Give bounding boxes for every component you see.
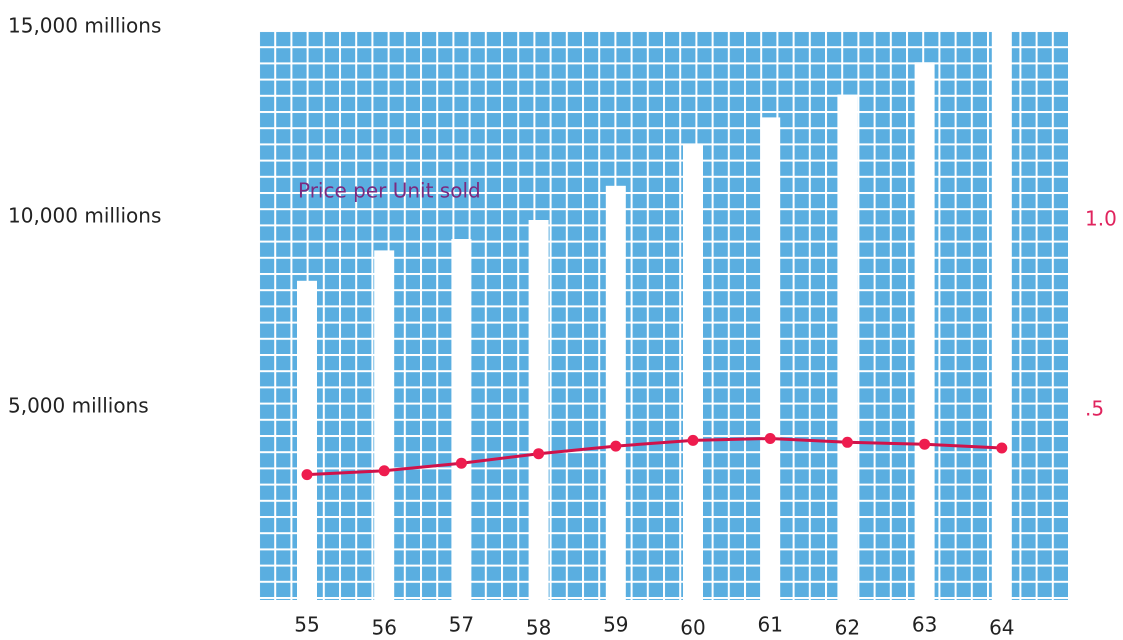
bar (760, 117, 781, 601)
bar (991, 30, 1012, 600)
line (306, 436, 1002, 477)
x-tick-label: 55 (294, 613, 319, 637)
bar (914, 62, 935, 601)
y-tick-label: 5,000 millions (8, 394, 149, 418)
point (919, 438, 931, 450)
series-label: Price per Unit sold (298, 179, 481, 203)
x-tick-label: 60 (680, 616, 705, 640)
x-tick-label: 57 (449, 613, 474, 637)
point (764, 433, 776, 444)
bar (451, 239, 472, 600)
y2-tick-label: 1.0 (1085, 207, 1117, 231)
point (455, 457, 467, 469)
point (841, 436, 853, 448)
bar (528, 220, 549, 600)
y-tick-label: 15,000 millions (8, 14, 161, 38)
bar (837, 94, 858, 600)
point (378, 465, 390, 477)
x-tick-label: 59 (603, 613, 628, 637)
bar (605, 185, 626, 601)
point (687, 434, 699, 446)
point (301, 469, 313, 481)
point (533, 448, 545, 460)
x-tick-label: 63 (912, 613, 937, 637)
x-tick-label: 62 (835, 616, 860, 640)
bar (374, 250, 395, 600)
x-tick-label: 58 (526, 616, 551, 640)
point (996, 442, 1008, 454)
bar (297, 280, 317, 600)
point (610, 440, 622, 452)
y-tick-label: 10,000 millions (8, 204, 161, 228)
bar (683, 144, 703, 600)
x-tick-label: 61 (757, 613, 782, 637)
y2-tick-label: .5 (1085, 397, 1104, 421)
x-tick-label: 64 (989, 616, 1014, 640)
x-tick-label: 56 (371, 616, 396, 640)
